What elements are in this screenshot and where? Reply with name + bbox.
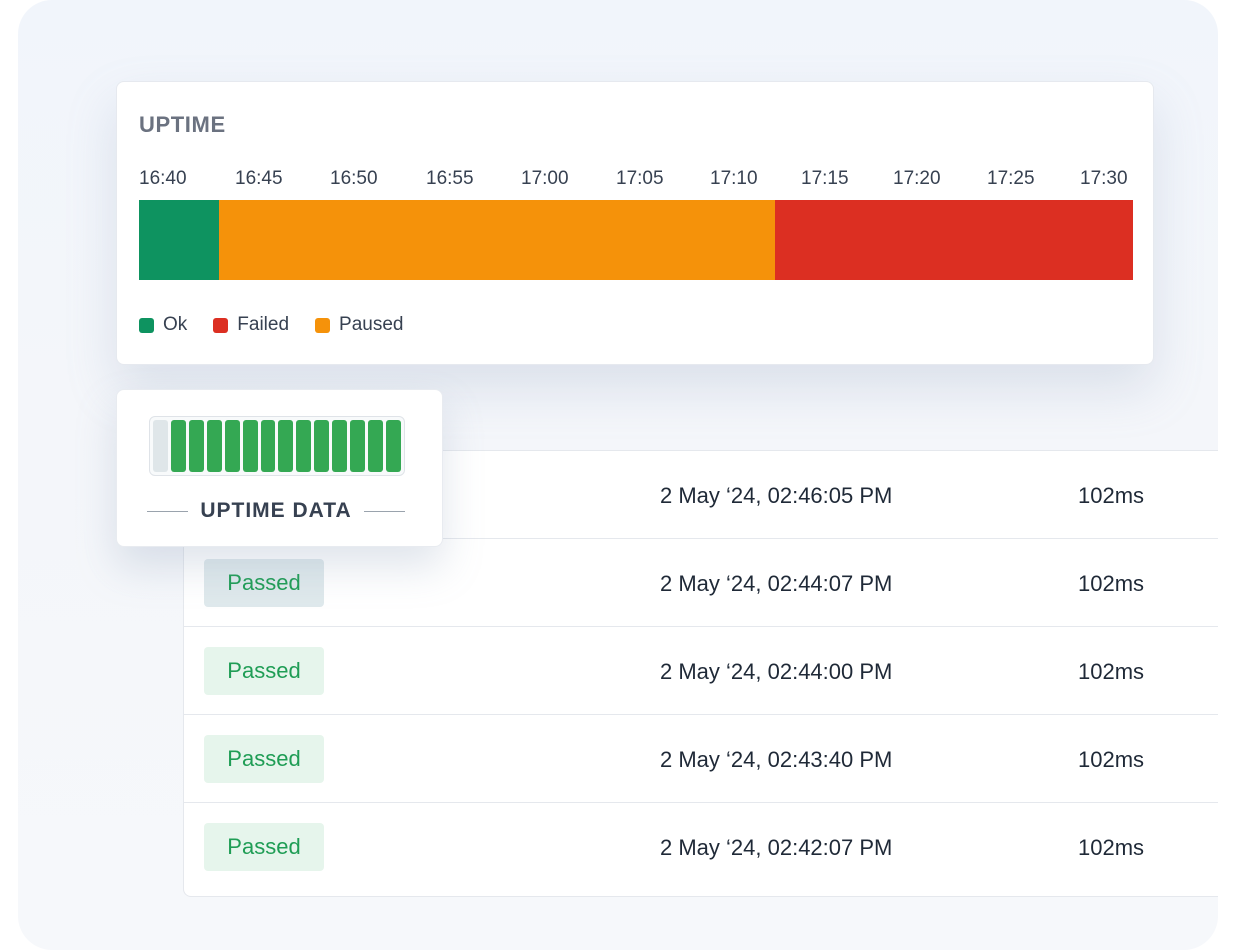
status-badge: Passed — [204, 823, 324, 871]
table-row[interactable]: Passed 2 May ‘24, 02:43:40 PM 102ms — [184, 715, 1218, 803]
status-badge: Passed — [204, 559, 324, 607]
status-badge: Passed — [204, 647, 324, 695]
uptime-bar-ok — [188, 420, 204, 472]
check-time: 2 May ‘24, 02:43:40 PM — [660, 747, 893, 772]
uptime-bar-ok — [206, 420, 222, 472]
uptime-bar-ok — [350, 420, 366, 472]
check-time: 2 May ‘24, 02:44:07 PM — [660, 571, 893, 596]
response-time: 102ms — [1078, 835, 1145, 860]
divider — [147, 510, 189, 512]
legend-label: Paused — [339, 314, 404, 335]
table-row[interactable]: Passed 2 May ‘24, 02:42:07 PM 102ms — [184, 803, 1218, 891]
uptime-bar-ok — [260, 420, 276, 472]
uptime-bar-ok — [296, 420, 312, 472]
uptime-card: UPTIME 16:40 16:45 16:50 16:55 17:00 17:… — [116, 81, 1154, 365]
uptime-bar-ok — [332, 420, 348, 472]
status-badge: Passed — [204, 735, 324, 783]
uptime-bar-ok — [385, 420, 401, 472]
check-results-table: 2 May ‘24, 02:46:05 PM 102ms Passed 2 Ma… — [183, 450, 1218, 897]
background-frame: UPTIME 16:40 16:45 16:50 16:55 17:00 17:… — [18, 0, 1218, 950]
time-tick: 17:25 — [987, 168, 1035, 189]
uptime-title: UPTIME — [139, 112, 226, 137]
segment-paused — [218, 200, 776, 280]
uptime-data-label: UPTIME DATA — [200, 499, 352, 522]
uptime-data-caption: UPTIME DATA — [147, 499, 406, 523]
segment-ok — [139, 200, 219, 280]
legend-label: Ok — [163, 314, 188, 335]
uptime-bar-ok — [224, 420, 240, 472]
uptime-history-bars — [149, 416, 405, 476]
uptime-bar-ok — [242, 420, 258, 472]
divider — [363, 510, 406, 512]
response-time: 102ms — [1078, 571, 1145, 596]
check-time: 2 May ‘24, 02:44:00 PM — [660, 659, 893, 684]
response-time: 102ms — [1078, 659, 1145, 684]
table-row[interactable]: Passed 2 May ‘24, 02:44:07 PM 102ms — [184, 539, 1218, 627]
paused-swatch — [315, 317, 331, 333]
uptime-bar-ok — [314, 420, 330, 472]
failed-swatch — [213, 317, 229, 333]
time-tick: 17:05 — [616, 168, 664, 189]
check-time: 2 May ‘24, 02:42:07 PM — [660, 835, 893, 860]
time-tick: 17:30 — [1080, 168, 1128, 189]
time-tick: 16:50 — [330, 168, 378, 189]
table-row[interactable]: Passed 2 May ‘24, 02:44:00 PM 102ms — [184, 627, 1218, 715]
uptime-legend: Ok Failed Paused — [139, 314, 429, 336]
response-time: 102ms — [1078, 483, 1145, 508]
ok-swatch — [139, 317, 154, 333]
legend-label: Failed — [237, 314, 290, 335]
time-tick: 17:15 — [801, 168, 849, 189]
time-tick: 17:10 — [710, 168, 758, 189]
time-tick: 16:45 — [235, 168, 283, 189]
uptime-bar-ok — [278, 420, 294, 472]
time-tick: 17:20 — [893, 168, 941, 189]
time-tick: 16:40 — [139, 168, 187, 189]
uptime-timeline-bar — [139, 200, 1133, 280]
uptime-data-card: UPTIME DATA — [116, 389, 443, 547]
legend-item-failed: Failed — [213, 314, 289, 336]
uptime-bar-ok — [368, 420, 383, 472]
uptime-bar-empty — [153, 420, 168, 472]
time-tick: 17:00 — [521, 168, 569, 189]
segment-failed — [775, 200, 1133, 280]
legend-item-ok: Ok — [139, 314, 187, 336]
check-time: 2 May ‘24, 02:46:05 PM — [660, 483, 893, 508]
table-row[interactable]: 2 May ‘24, 02:46:05 PM 102ms — [184, 451, 1218, 539]
time-tick: 16:55 — [426, 168, 474, 189]
uptime-bar-ok — [170, 420, 186, 472]
legend-item-paused: Paused — [315, 314, 403, 336]
response-time: 102ms — [1078, 747, 1145, 772]
